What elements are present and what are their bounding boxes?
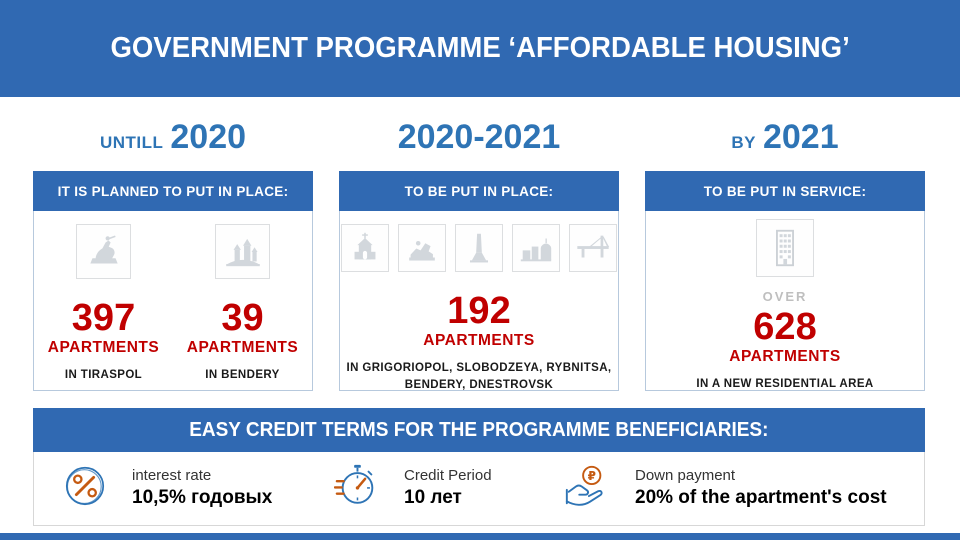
- stat-location: IN A NEW RESIDENTIAL AREA: [696, 378, 874, 390]
- stat-unit: APARTMENTS: [729, 348, 841, 365]
- period-year: 2020-2021: [397, 118, 561, 156]
- svg-text:₽: ₽: [588, 469, 596, 483]
- credit-item-label: interest rate: [132, 467, 212, 485]
- monument-icon: [398, 224, 446, 272]
- column-by-2021: BY 2021 TO BE PUT IN SERVICE:: [645, 114, 925, 391]
- period-prefix: BY: [731, 133, 756, 152]
- stat-location: IN BENDERY: [205, 369, 280, 381]
- credit-item-credit-period: Credit Period 10 лет: [333, 463, 559, 514]
- period-year: 2020: [170, 118, 247, 156]
- skyline-icon: [512, 224, 560, 272]
- percent-icon: [62, 463, 108, 514]
- credit-item-label: Down payment: [635, 467, 736, 485]
- credit-item-value: 20% of the apartment's cost: [635, 486, 887, 508]
- obelisk-icon: [455, 224, 503, 272]
- columns-section: UNTILL 2020 IT IS PLANNED TO PUT IN PLAC…: [33, 114, 925, 391]
- period-by-2021: BY 2021: [645, 114, 925, 171]
- credit-item-label: Credit Period: [404, 467, 492, 485]
- credit-item-interest-rate: interest rate 10,5% годовых: [34, 463, 334, 514]
- footer-bar: [0, 533, 960, 540]
- stat-value: 628: [753, 306, 817, 348]
- bridge-icon: [569, 224, 617, 272]
- stat-bendery: 39 APARTMENTS IN BENDERY: [173, 211, 312, 384]
- credit-terms-header: EASY CREDIT TERMS FOR THE PROGRAMME BENE…: [33, 408, 925, 452]
- column-2020-2021: 2020-2021 TO BE PUT IN PLACE:: [339, 114, 619, 391]
- stat-location-line2: BENDERY, DNESTROVSK: [404, 379, 554, 392]
- stat-unit: APARTMENTS: [186, 339, 299, 356]
- column1-box-body: 397 APARTMENTS IN TIRASPOL: [33, 211, 313, 391]
- column2-box-body: 192 APARTMENTS IN GRIGORIOPOL, SLOBODZEY…: [339, 211, 619, 391]
- column-until-2020: UNTILL 2020 IT IS PLANNED TO PUT IN PLAC…: [33, 114, 313, 391]
- period-year: 2021: [762, 118, 839, 156]
- stat-location: IN GRIGORIOPOL, SLOBODZEYA, RYBNITSA, BE…: [340, 360, 618, 395]
- page-title: GOVERNMENT PROGRAMME ‘AFFORDABLE HOUSING…: [110, 32, 850, 64]
- stat-unit: APARTMENTS: [47, 339, 160, 356]
- stat-location: IN TIRASPOL: [64, 369, 143, 381]
- header-bar: GOVERNMENT PROGRAMME ‘AFFORDABLE HOUSING…: [0, 0, 960, 97]
- credit-item-down-payment: ₽ Down payment 20% of the apartment's co…: [559, 463, 887, 514]
- column1-box-header: IT IS PLANNED TO PUT IN PLACE:: [33, 171, 313, 211]
- bendery-fortress-icon: [215, 224, 270, 279]
- period-until-2020: UNTILL 2020: [33, 114, 313, 171]
- stat-value: 39: [221, 297, 264, 339]
- credit-item-value: 10 лет: [404, 486, 462, 508]
- column2-box-header: TO BE PUT IN PLACE:: [339, 171, 619, 211]
- apartment-building-icon: [756, 219, 814, 277]
- hand-ruble-icon: ₽: [561, 463, 611, 514]
- column3-box-header: TO BE PUT IN SERVICE:: [645, 171, 925, 211]
- column3-box-body: OVER 628 APARTMENTS IN A NEW RESIDENTIAL…: [645, 211, 925, 391]
- period-2020-2021: 2020-2021: [339, 114, 619, 171]
- over-label: OVER: [762, 289, 808, 304]
- stat-unit: APARTMENTS: [423, 332, 535, 349]
- period-prefix: UNTILL: [99, 133, 164, 152]
- credit-item-value: 10,5% годовых: [132, 486, 273, 508]
- stat-location-line1: IN GRIGORIOPOL, SLOBODZEYA, RYBNITSA,: [346, 362, 612, 374]
- stopwatch-icon: [333, 463, 380, 514]
- chapel-icon: [341, 224, 389, 272]
- tiraspol-monument-icon: [76, 224, 131, 279]
- stat-value: 192: [447, 290, 511, 332]
- stat-tiraspol: 397 APARTMENTS IN TIRASPOL: [34, 211, 173, 384]
- stat-value: 397: [71, 297, 136, 339]
- credit-terms-title: EASY CREDIT TERMS FOR THE PROGRAMME BENE…: [189, 418, 769, 441]
- credit-terms-body: interest rate 10,5% годовых: [33, 452, 925, 526]
